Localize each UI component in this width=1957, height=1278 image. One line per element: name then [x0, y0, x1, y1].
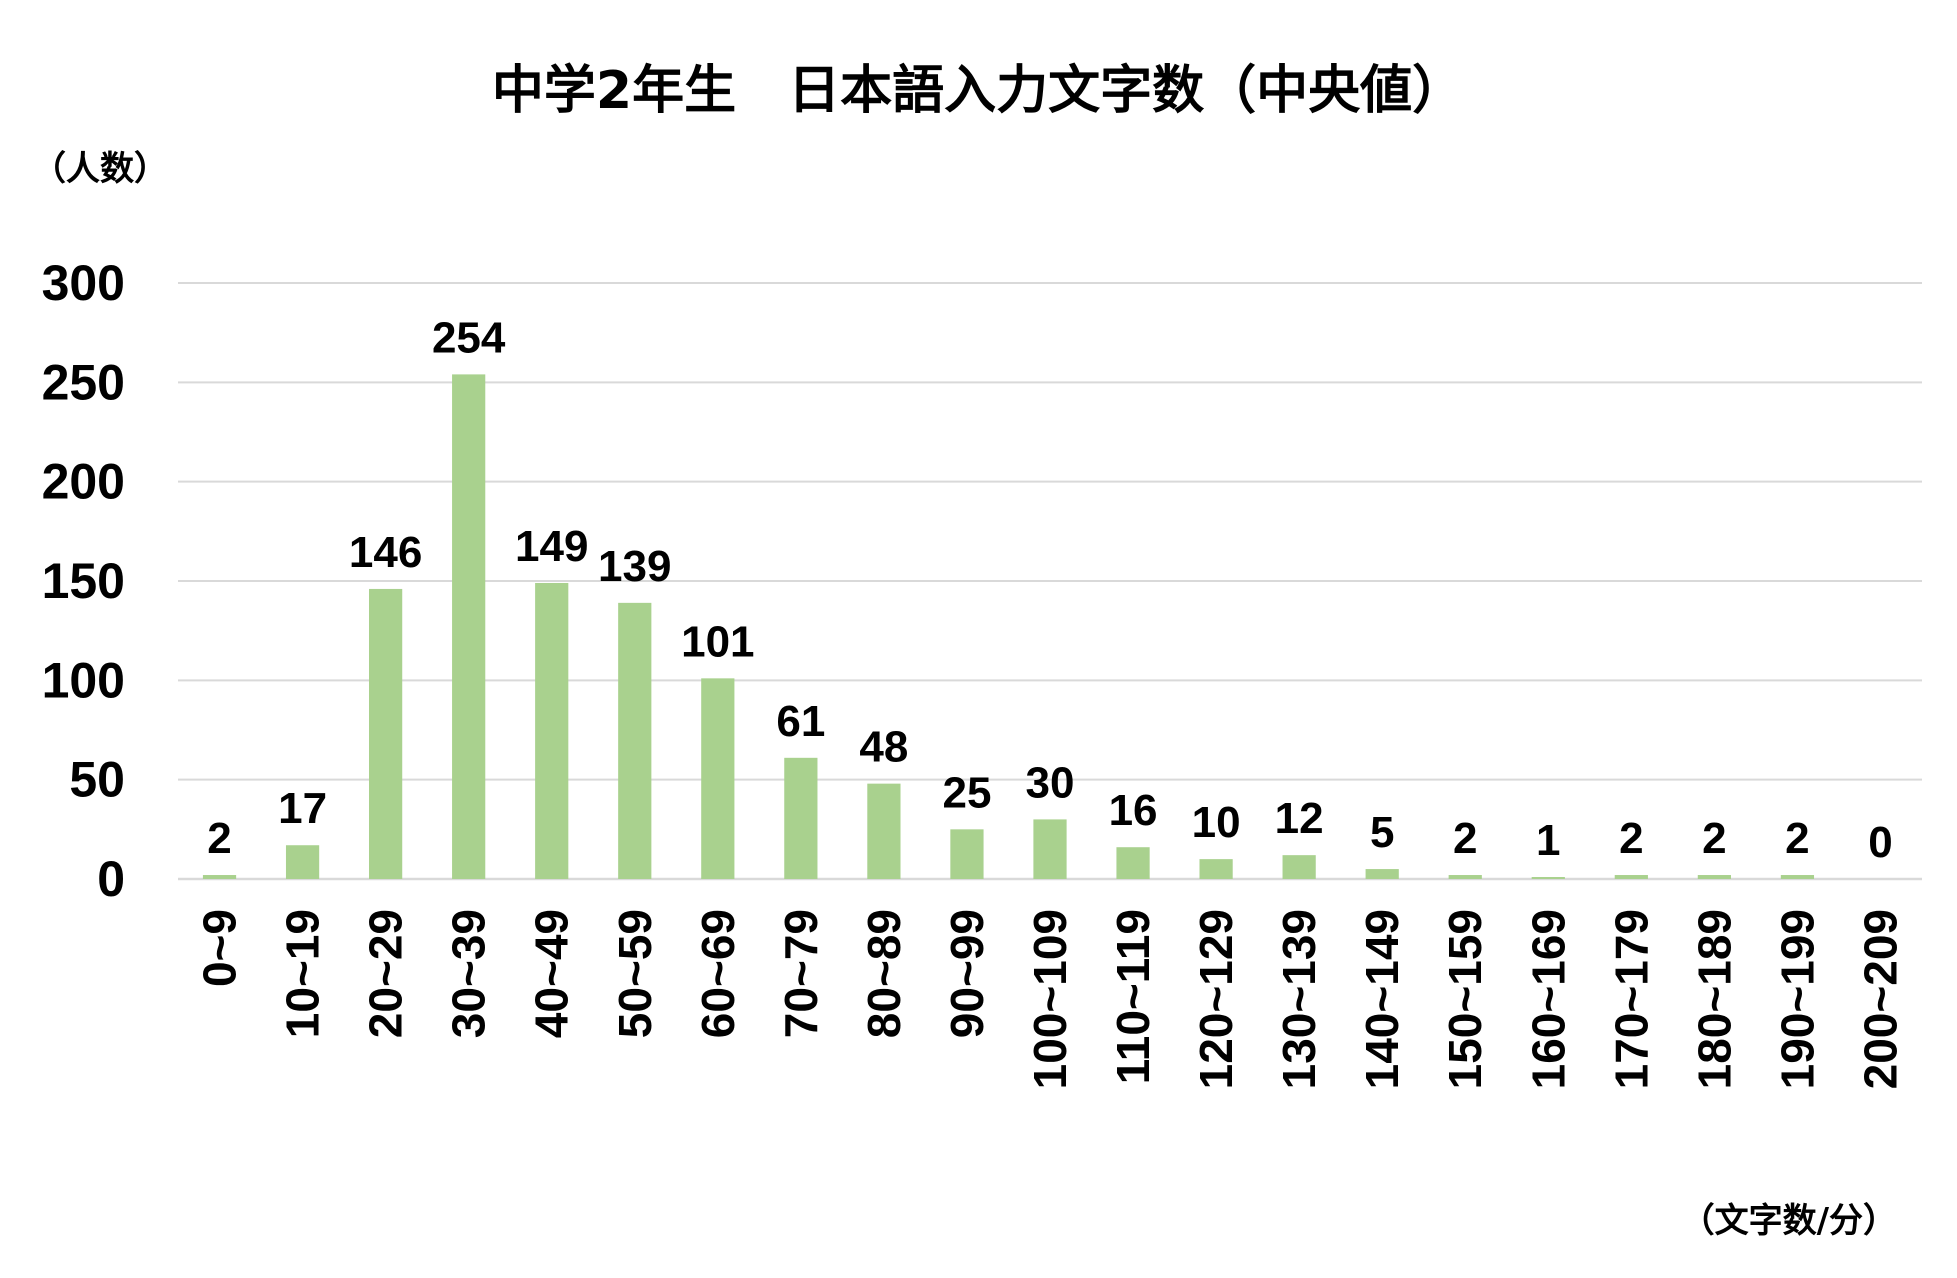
data-label: 12 — [1275, 794, 1324, 843]
x-axis-ticks: 0~9 10~19 20~29 30~39 40~49 50~59 60~69 70~79 80… — [194, 909, 1907, 1089]
y-axis-ticks: 0 50 100 150 200 250 300 — [42, 255, 125, 907]
bar — [1199, 859, 1233, 879]
data-label: 2 — [1619, 814, 1643, 863]
data-label: 149 — [515, 522, 588, 571]
bar — [285, 845, 320, 879]
x-tick-label: 20~29 — [360, 909, 412, 1038]
x-tick-label: 0~9 — [194, 909, 246, 987]
x-tick-label: 70~79 — [775, 909, 827, 1038]
x-tick-label: 40~49 — [526, 909, 578, 1038]
y-tick-label: 200 — [42, 454, 125, 510]
bars — [202, 374, 1815, 879]
bar — [1697, 875, 1731, 879]
x-tick-label: 180~189 — [1688, 909, 1740, 1089]
data-label: 101 — [681, 617, 754, 666]
chart-title: 中学2年生 日本語入力文字数（中央値） — [492, 61, 1464, 121]
x-tick-label: 30~39 — [443, 909, 495, 1038]
data-label: 2 — [1785, 814, 1809, 863]
bar — [867, 783, 901, 879]
x-tick-label: 200~209 — [1854, 909, 1906, 1089]
data-label: 254 — [432, 313, 506, 362]
data-label: 139 — [598, 542, 671, 591]
data-label: 1 — [1536, 816, 1560, 865]
y-tick-label: 50 — [69, 752, 125, 808]
x-tick-label: 50~59 — [609, 909, 661, 1038]
data-label: 2 — [1453, 814, 1477, 863]
x-tick-label: 100~109 — [1024, 909, 1076, 1089]
y-tick-label: 100 — [42, 652, 125, 708]
bar — [784, 757, 818, 879]
x-tick-label: 90~99 — [941, 909, 993, 1038]
data-label: 61 — [776, 697, 825, 746]
bar — [1033, 819, 1067, 879]
bar — [1448, 875, 1482, 879]
x-tick-label: 140~149 — [1356, 909, 1408, 1089]
data-label: 17 — [278, 784, 327, 833]
bar — [1531, 877, 1565, 879]
bar — [1116, 847, 1150, 879]
x-tick-label: 80~89 — [858, 909, 910, 1038]
x-tick-label: 10~19 — [277, 909, 329, 1038]
data-label: 16 — [1109, 786, 1158, 835]
data-label: 25 — [942, 768, 991, 817]
bar — [452, 374, 486, 879]
y-tick-label: 250 — [42, 354, 125, 410]
y-tick-label: 300 — [42, 255, 125, 311]
data-label: 10 — [1192, 798, 1241, 847]
x-tick-label: 130~139 — [1273, 909, 1325, 1089]
bar — [618, 602, 652, 879]
x-tick-label: 120~129 — [1190, 909, 1242, 1089]
x-tick-label: 170~179 — [1605, 909, 1657, 1089]
x-tick-label: 60~69 — [692, 909, 744, 1038]
data-label: 5 — [1370, 808, 1394, 857]
x-tick-label: 110~119 — [1107, 909, 1159, 1084]
data-label: 30 — [1026, 758, 1075, 807]
x-tick-label: 190~199 — [1771, 909, 1823, 1089]
y-axis-label: （人数） — [32, 149, 168, 189]
data-label: 2 — [207, 814, 231, 863]
bar — [369, 588, 403, 879]
bar — [950, 829, 984, 879]
y-tick-label: 0 — [97, 851, 125, 907]
data-label: 48 — [859, 723, 908, 772]
bar — [1365, 869, 1399, 879]
y-tick-label: 150 — [42, 553, 125, 609]
data-label: 146 — [349, 528, 422, 577]
bar — [701, 678, 735, 879]
data-label: 0 — [1868, 818, 1892, 867]
bar — [535, 582, 569, 879]
x-tick-label: 150~159 — [1439, 909, 1491, 1089]
bar — [1780, 875, 1815, 879]
bar — [1282, 855, 1316, 879]
x-tick-label: 160~169 — [1522, 909, 1574, 1089]
bar — [202, 875, 237, 879]
data-label: 2 — [1702, 814, 1726, 863]
bar — [1614, 875, 1648, 879]
x-axis-label: （文字数/分） — [1681, 1201, 1897, 1241]
